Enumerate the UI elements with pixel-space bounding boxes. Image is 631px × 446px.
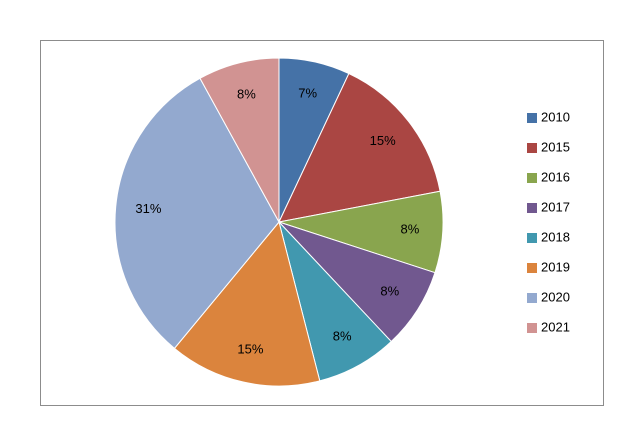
- legend-swatch: [527, 233, 537, 243]
- data-label: 8%: [237, 86, 256, 101]
- legend-label: 2015: [541, 139, 570, 154]
- legend-swatch: [527, 323, 537, 333]
- legend-swatch: [527, 113, 537, 123]
- legend-label: 2017: [541, 199, 570, 214]
- legend-label: 2018: [541, 229, 570, 244]
- legend-swatch: [527, 173, 537, 183]
- legend-label: 2019: [541, 259, 570, 274]
- data-label: 15%: [370, 133, 396, 148]
- legend-label: 2021: [541, 319, 570, 334]
- legend-swatch: [527, 203, 537, 213]
- legend-swatch: [527, 293, 537, 303]
- data-label: 8%: [333, 328, 352, 343]
- pie-slice: [278, 72, 441, 223]
- legend-label: 2016: [541, 169, 570, 184]
- legend-label: 2020: [541, 289, 570, 304]
- pie-slice: [173, 220, 321, 387]
- data-label: 7%: [298, 85, 317, 100]
- data-label: 31%: [135, 201, 161, 216]
- pie-slice: [114, 77, 280, 350]
- data-label: 8%: [401, 222, 420, 237]
- legend-swatch: [527, 263, 537, 273]
- data-label: 15%: [237, 341, 263, 356]
- pie-slice: [199, 57, 280, 223]
- legend-swatch: [527, 143, 537, 153]
- data-label: 8%: [380, 284, 399, 299]
- legend-label: 2010: [541, 109, 570, 124]
